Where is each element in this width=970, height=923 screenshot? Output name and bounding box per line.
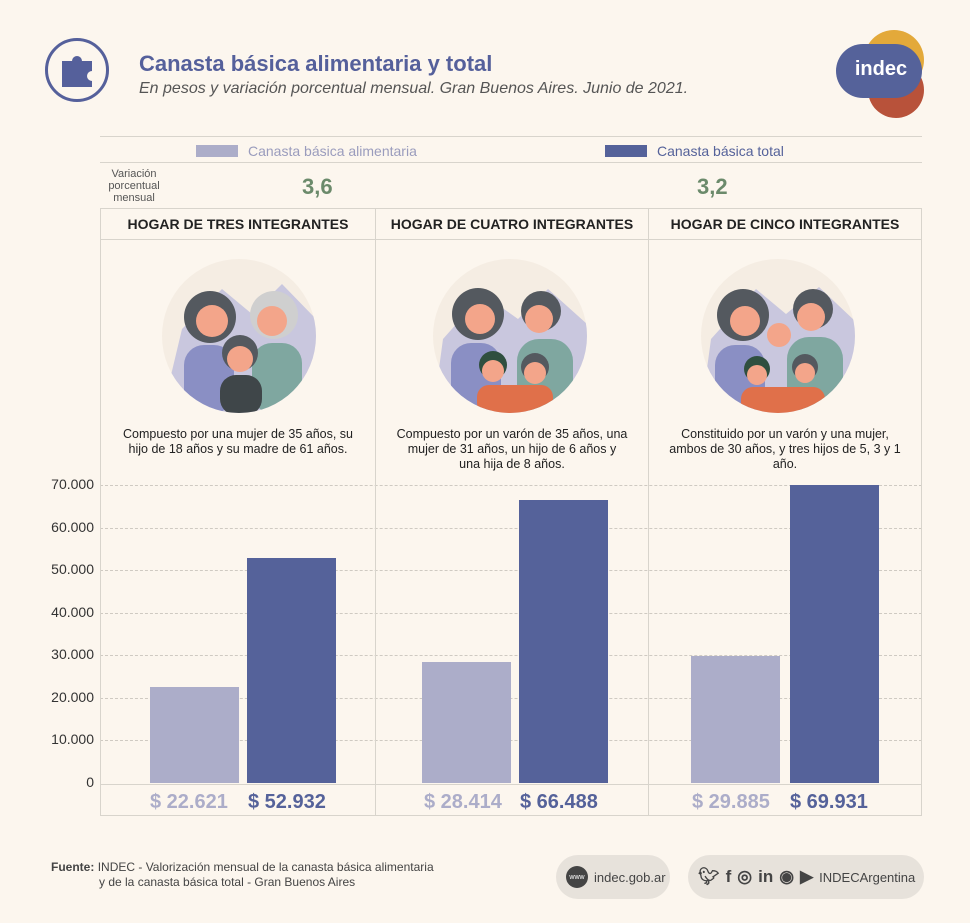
y-tick-label: 50.000 (51, 561, 94, 578)
y-tick-label: 60.000 (51, 518, 94, 535)
bar-alimentaria (691, 655, 780, 783)
value-label-total: $ 52.932 (248, 791, 326, 813)
social-handle: INDECArgentina (819, 869, 916, 885)
bar-alimentaria (150, 686, 239, 783)
y-tick-label: 30.000 (51, 646, 94, 663)
y-tick-label: 0 (86, 774, 94, 790)
logo-text: indec (854, 58, 908, 80)
web-icon: www (566, 866, 588, 888)
bar-total (247, 557, 336, 783)
chart-legend: Canasta básica alimentaria Canasta básic… (100, 136, 922, 163)
legend-item-alimentaria: Canasta básica alimentaria (196, 143, 417, 159)
social-links[interactable]: 🐦︎ f ◎ in ◉ ▶ INDECArgentina (688, 855, 924, 899)
panel-description: Constituido por un varón y una mujer, am… (669, 427, 901, 471)
gridline (100, 570, 922, 572)
value-label-alimentaria: $ 29.885 (692, 791, 770, 813)
indec-logo: indec (832, 26, 932, 120)
source-line-1: INDEC - Valorización mensual de la canas… (97, 860, 434, 874)
bar-total (790, 485, 879, 783)
bar-total (519, 499, 608, 783)
chart-subtitle: En pesos y variación porcentual mensual.… (139, 80, 689, 97)
household-panel-5: HOGAR DE CINCO INTEGRANTES Constituido p… (648, 208, 922, 816)
family-illustration (433, 259, 587, 413)
source-note: Fuente: INDEC - Valorización mensual de … (51, 860, 434, 890)
household-panel-4: HOGAR DE CUATRO INTEGRANTES Compuesto po… (375, 208, 649, 816)
facebook-icon[interactable]: f (725, 867, 732, 886)
website-text: indec.gob.ar (594, 869, 666, 885)
value-label-alimentaria: $ 28.414 (424, 791, 502, 813)
panel-title: HOGAR DE CUATRO INTEGRANTES (376, 209, 648, 240)
legend-item-total: Canasta básica total (605, 143, 784, 159)
gridline (100, 740, 922, 742)
y-tick-label: 20.000 (51, 688, 94, 705)
twitter-icon[interactable]: 🐦︎ (698, 867, 720, 886)
variation-alimentaria: 3,6 (302, 174, 333, 199)
totals-row: $ 28.414 $ 66.488 (375, 784, 649, 816)
value-label-alimentaria: $ 22.621 (150, 791, 228, 813)
gridline (100, 485, 922, 486)
gridline (100, 527, 922, 529)
gridline (100, 655, 922, 657)
spotify-icon[interactable]: ◉ (779, 867, 795, 886)
source-label: Fuente: (51, 860, 95, 874)
variation-total: 3,2 (697, 174, 728, 199)
legend-swatch-total (605, 145, 647, 157)
totals-row: $ 22.621 $ 52.932 (100, 784, 376, 816)
y-tick-label: 70.000 (51, 476, 94, 492)
family-illustration (162, 259, 316, 413)
value-label-total: $ 66.488 (520, 791, 598, 813)
totals-row: $ 29.885 $ 69.931 (648, 784, 922, 816)
linkedin-icon[interactable]: in (758, 867, 774, 886)
panel-description: Compuesto por una mujer de 35 años, su h… (123, 427, 353, 456)
youtube-icon[interactable]: ▶ (800, 867, 814, 886)
gridline (100, 697, 922, 699)
legend-label-alimentaria: Canasta básica alimentaria (248, 143, 417, 159)
y-tick-label: 10.000 (51, 731, 94, 748)
value-label-total: $ 69.931 (790, 791, 868, 813)
source-line-2: y de la canasta básica total - Gran Buen… (99, 875, 356, 889)
bar-alimentaria (422, 662, 511, 783)
panel-title: HOGAR DE CINCO INTEGRANTES (649, 209, 921, 240)
website-link[interactable]: www indec.gob.ar (556, 855, 670, 899)
chart-title: Canasta básica alimentaria y total (139, 51, 493, 76)
panel-title: HOGAR DE TRES INTEGRANTES (101, 209, 375, 240)
household-panel-3: HOGAR DE TRES INTEGRANTES Compuesto por … (100, 208, 376, 816)
puzzle-icon (45, 38, 109, 102)
legend-label-total: Canasta básica total (657, 143, 784, 159)
legend-swatch-alimentaria (196, 145, 238, 157)
variation-label: Variación porcentual mensual (108, 168, 160, 204)
y-tick-label: 40.000 (51, 603, 94, 620)
instagram-icon[interactable]: ◎ (737, 867, 753, 886)
gridline (100, 612, 922, 614)
family-illustration (701, 259, 855, 413)
panel-description: Compuesto por un varón de 35 años, una m… (396, 427, 628, 471)
